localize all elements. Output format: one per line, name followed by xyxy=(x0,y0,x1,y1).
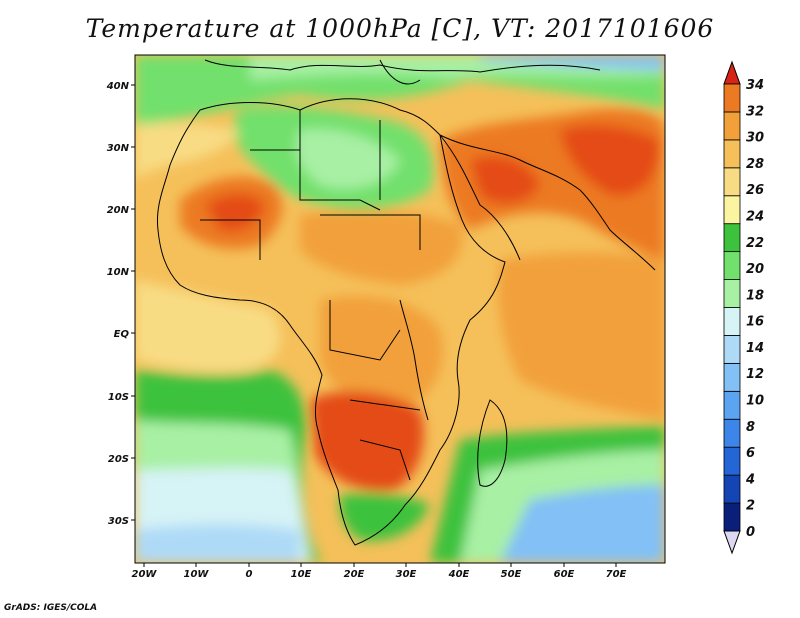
lat-label: EQ xyxy=(114,329,130,340)
colorbar-swatch xyxy=(723,502,741,532)
lon-label: 70E xyxy=(606,569,627,580)
lat-label: 10N xyxy=(107,267,130,278)
colorbar-label: 28 xyxy=(746,157,764,172)
colorbar-swatch xyxy=(723,418,741,448)
colorbar-label: 0 xyxy=(746,525,755,540)
colorbar-label: 10 xyxy=(746,394,764,409)
colorbar-swatch xyxy=(723,111,741,141)
coastlines xyxy=(156,59,656,546)
lat-label: 20S xyxy=(108,454,129,465)
colorbar-swatch xyxy=(723,446,741,476)
temperature-field xyxy=(135,55,665,563)
lon-label: 40E xyxy=(448,569,470,580)
colorbar-label: 32 xyxy=(746,104,764,119)
colorbar-label: 4 xyxy=(745,472,755,487)
lat-label: 30N xyxy=(107,143,130,154)
lon-label: 20E xyxy=(344,569,365,580)
colorbar-swatch xyxy=(723,251,741,280)
colorbar-label: 34 xyxy=(746,78,764,93)
lon-label: 20W xyxy=(132,569,158,580)
lat-axis: 40N 30N 20N 10N EQ 10S 20S 30S xyxy=(106,81,135,527)
colorbar-swatch xyxy=(723,335,741,364)
colorbar-label: 14 xyxy=(746,341,764,356)
colorbar-label: 22 xyxy=(746,236,764,251)
colorbar-label: 6 xyxy=(746,446,755,461)
colorbar-label: 20 xyxy=(746,262,764,277)
colorbar-swatch xyxy=(723,195,741,225)
lat-label: 20N xyxy=(107,205,130,216)
colorbar-swatch xyxy=(723,139,741,169)
colorbar-arrow-high xyxy=(723,60,741,85)
colorbar-swatch xyxy=(723,362,741,392)
colorbar-swatch xyxy=(723,279,741,308)
lon-label: 10W xyxy=(184,569,210,580)
lat-label: 10S xyxy=(108,392,129,403)
lat-label: 40N xyxy=(106,81,130,92)
lon-label: 0 xyxy=(246,569,253,580)
lat-label: 30S xyxy=(108,516,129,527)
map-frame xyxy=(134,54,666,564)
lon-axis: 20W 10W 0 10E 20E 30E 40E 50E 60E 70E xyxy=(132,563,627,580)
colorbar-label: 2 xyxy=(746,499,755,514)
colorbar-label: 18 xyxy=(746,288,764,303)
colorbar-label: 30 xyxy=(746,131,764,146)
lon-label: 50E xyxy=(501,569,522,580)
colorbar-swatch xyxy=(723,167,741,197)
colorbar-label: 26 xyxy=(746,183,764,198)
colorbar-swatch xyxy=(723,474,741,504)
lon-label: 30E xyxy=(396,569,417,580)
colorbar-label: 16 xyxy=(746,315,764,330)
map-title: Temperature at 1000hPa [C], VT: 20171016… xyxy=(85,14,715,43)
colorbar-label: 24 xyxy=(746,209,764,224)
colorbar-swatch xyxy=(723,390,741,420)
lon-label: 10E xyxy=(291,569,312,580)
colorbar-label: 8 xyxy=(746,420,755,435)
colorbar-label: 12 xyxy=(746,367,764,382)
credit-text: GrADS: IGES/COLA xyxy=(4,603,98,613)
colorbar-swatch xyxy=(723,307,741,336)
colorbar-swatch xyxy=(723,83,741,113)
colorbar-swatch xyxy=(723,223,741,253)
colorbar-arrow-low xyxy=(723,530,741,555)
lon-label: 60E xyxy=(554,569,575,580)
